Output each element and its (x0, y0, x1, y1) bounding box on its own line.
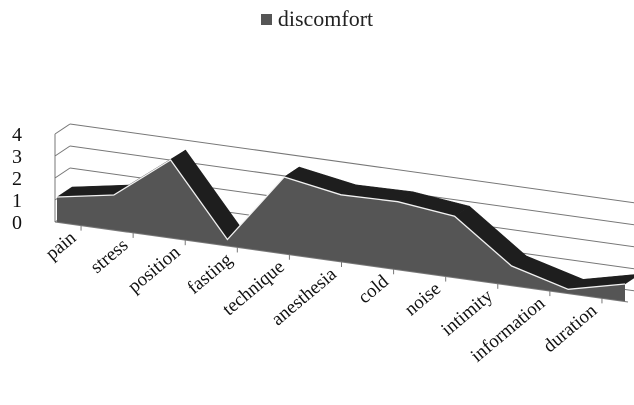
y-tick-label: 0 (12, 212, 22, 234)
y-tick-label: 1 (12, 190, 22, 212)
y-tick-label: 2 (12, 168, 22, 190)
gridline-side (55, 168, 70, 178)
x-tick-label: position (124, 242, 185, 298)
x-tick-label: fasting (183, 249, 236, 299)
x-tick-label: stress (86, 235, 132, 278)
y-tick-label: 4 (12, 124, 22, 146)
gridline-side (55, 124, 70, 134)
gridline-side (55, 146, 70, 156)
x-tick-label: pain (42, 227, 81, 264)
x-tick-label: cold (354, 271, 393, 308)
legend-label: discomfort (278, 6, 373, 31)
legend: discomfort (0, 6, 634, 32)
y-tick-label: 3 (12, 146, 22, 168)
x-tick-label: noise (401, 278, 445, 320)
legend-swatch (261, 14, 272, 25)
